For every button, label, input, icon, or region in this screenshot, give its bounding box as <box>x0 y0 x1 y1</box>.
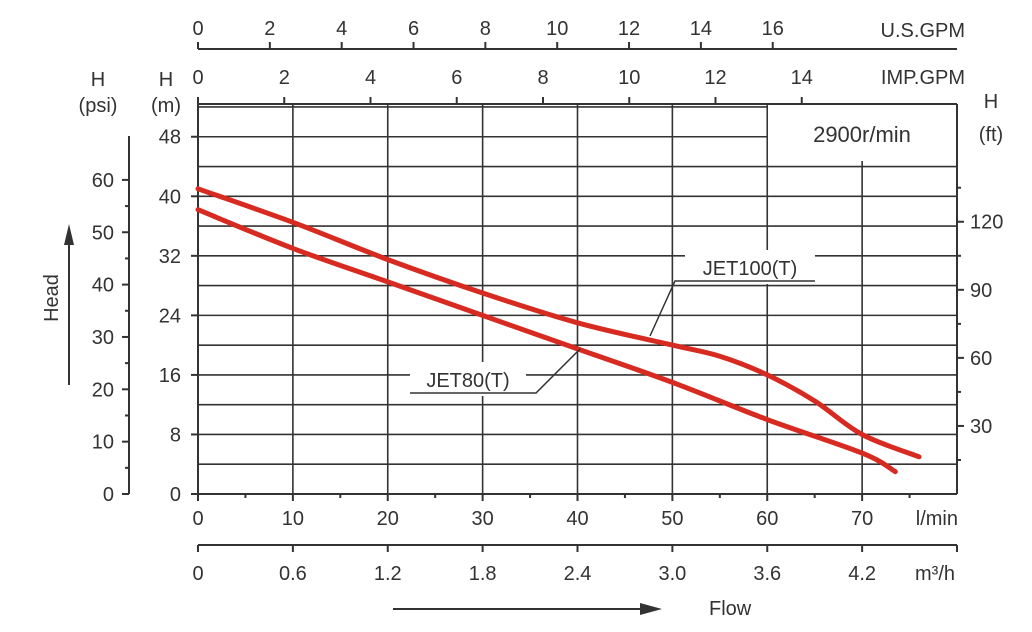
y-unit-psi-symbol: H <box>91 69 105 91</box>
y-tick-label-psi: 20 <box>92 379 114 401</box>
x-tick-label-lmin: 20 <box>377 508 399 530</box>
y-tick-label-m: 0 <box>170 484 181 506</box>
y-unit-ft: (ft) <box>979 124 1003 146</box>
x-tick-label-lmin: 0 <box>192 508 203 530</box>
series-line-jet100-t <box>195 186 922 460</box>
y-tick-label-m: 24 <box>159 305 181 327</box>
series-label: JET80(T) <box>426 370 509 392</box>
y-tick-label-psi: 60 <box>92 170 114 192</box>
x-tick-label-usgpm: 16 <box>762 18 784 40</box>
speed-label: 2900r/min <box>813 122 911 147</box>
y-tick-label-ft: 60 <box>970 348 992 370</box>
y-tick-label-ft: 90 <box>970 280 992 302</box>
series <box>195 186 922 475</box>
x-tick-label-impgpm: 8 <box>537 67 548 89</box>
y-unit-m: (m) <box>151 95 181 117</box>
x-unit-lmin: l/min <box>916 508 958 530</box>
x-tick-label-usgpm: 12 <box>618 18 640 40</box>
x-tick-label-m3h: 0.6 <box>279 563 307 585</box>
y-tick-label-ft: 30 <box>970 416 992 438</box>
y-unit-m-symbol: H <box>159 69 173 91</box>
y-tick-label-psi: 40 <box>92 275 114 297</box>
speed-label-box <box>768 104 956 161</box>
series-leader-line <box>649 280 815 337</box>
y-unit-ft-symbol: H <box>984 91 998 113</box>
x-tick-label-impgpm: 12 <box>704 67 726 89</box>
x-tick-label-m3h: 3.6 <box>753 563 781 585</box>
x-tick-label-m3h: 2.4 <box>564 563 592 585</box>
x-tick-label-lmin: 70 <box>851 508 873 530</box>
head-arrow-head <box>64 224 74 245</box>
y-unit-psi: (psi) <box>79 95 118 117</box>
x-tick-label-m3h: 4.2 <box>848 563 876 585</box>
x-tick-label-m3h: 1.2 <box>374 563 402 585</box>
y-tick-label-psi: 0 <box>103 484 114 506</box>
x-tick-label-usgpm: 0 <box>192 18 203 40</box>
x-tick-label-usgpm: 10 <box>546 18 568 40</box>
x-tick-label-lmin: 30 <box>472 508 494 530</box>
series-label-bg <box>410 362 526 396</box>
x-tick-label-usgpm: 14 <box>690 18 712 40</box>
x-tick-label-impgpm: 4 <box>365 67 376 89</box>
x-unit-m3h: m³/h <box>915 563 955 585</box>
y-tick-label-m: 8 <box>170 424 181 446</box>
x-unit-usgpm: U.S.GPM <box>881 20 965 42</box>
x-axis-title: Flow <box>709 598 752 620</box>
x-tick-label-usgpm: 4 <box>336 18 347 40</box>
y-tick-label-psi: 10 <box>92 432 114 454</box>
x-tick-label-usgpm: 8 <box>480 18 491 40</box>
x-tick-label-impgpm: 10 <box>618 67 640 89</box>
series-label-bg <box>685 250 815 284</box>
x-tick-label-m3h: 3.0 <box>658 563 686 585</box>
x-unit-impgpm: IMP.GPM <box>881 67 965 89</box>
series-annotations: JET100(T) JET80(T) <box>410 250 815 396</box>
y-tick-label-m: 16 <box>159 365 181 387</box>
series-leader-line <box>410 348 581 394</box>
x-tick-label-usgpm: 2 <box>264 18 275 40</box>
x-tick-label-lmin: 60 <box>756 508 778 530</box>
x-tick-label-impgpm: 2 <box>279 67 290 89</box>
x-tick-label-usgpm: 6 <box>408 18 419 40</box>
y-tick-label-psi: 50 <box>92 222 114 244</box>
x-tick-label-m3h: 0 <box>192 563 203 585</box>
y-axis-title: Head <box>41 274 63 322</box>
grid <box>198 104 957 494</box>
x-tick-label-lmin: 10 <box>282 508 304 530</box>
y-tick-label-psi: 30 <box>92 327 114 349</box>
x-tick-label-m3h: 1.8 <box>469 563 497 585</box>
y-tick-label-m: 40 <box>159 186 181 208</box>
y-tick-label-m: 48 <box>159 127 181 149</box>
x-tick-label-lmin: 40 <box>566 508 588 530</box>
series-label: JET100(T) <box>703 258 797 280</box>
flow-arrow-head <box>640 603 662 615</box>
x-tick-label-lmin: 50 <box>661 508 683 530</box>
y-tick-label-ft: 120 <box>970 212 1003 234</box>
x-tick-label-impgpm: 0 <box>192 67 203 89</box>
y-tick-label-m: 32 <box>159 246 181 268</box>
x-tick-label-impgpm: 6 <box>451 67 462 89</box>
series-line-jet80-t <box>195 207 898 475</box>
x-tick-label-impgpm: 14 <box>791 67 813 89</box>
